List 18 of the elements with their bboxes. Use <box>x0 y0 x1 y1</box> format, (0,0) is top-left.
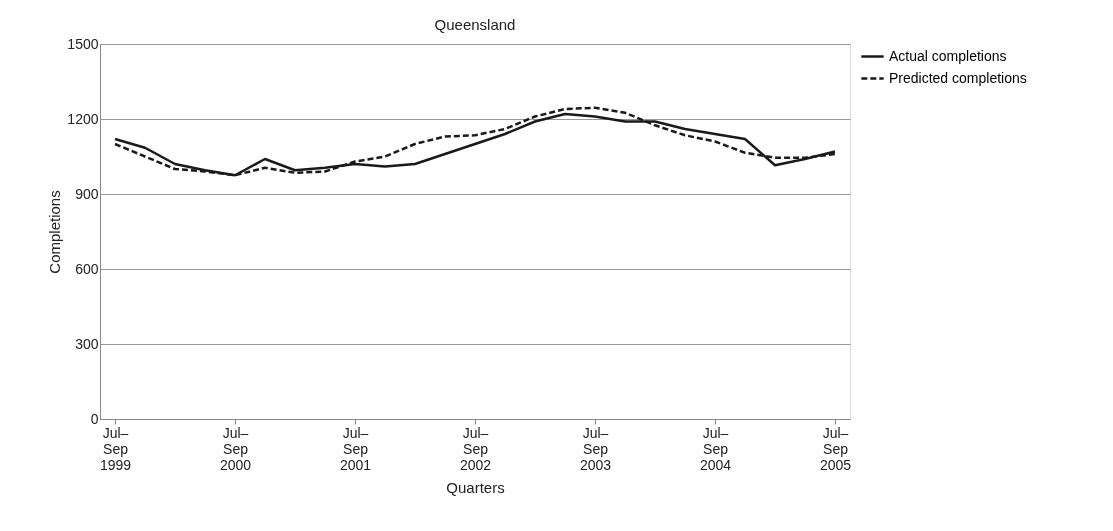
x-axis-title: Quarters <box>446 478 505 496</box>
x-tick-label: Jul–Sep 2005 <box>819 424 852 473</box>
y-tick-label: 0 <box>90 410 99 427</box>
x-tick-label: Jul–Sep 2003 <box>579 424 612 473</box>
chart-title: Queensland <box>434 16 516 33</box>
x-tick-label: Jul–Sep 2001 <box>339 424 372 473</box>
y-tick-label: 600 <box>75 260 99 277</box>
y-tick-label: 1500 <box>67 35 99 52</box>
legend-label: Predicted completions <box>889 69 1027 86</box>
x-tick-label: Jul–Sep 2002 <box>459 424 492 473</box>
x-tick-label: Jul–Sep 2000 <box>219 424 252 473</box>
y-tick-label: 1200 <box>67 110 99 127</box>
x-tick-label: Jul–Sep 1999 <box>99 424 132 473</box>
x-tick-label: Jul–Sep 2004 <box>699 424 732 473</box>
y-tick-label: 300 <box>75 335 99 352</box>
legend-label: Actual completions <box>889 47 1007 64</box>
y-axis-title: Completions <box>46 190 64 274</box>
y-tick-label: 900 <box>75 185 99 202</box>
